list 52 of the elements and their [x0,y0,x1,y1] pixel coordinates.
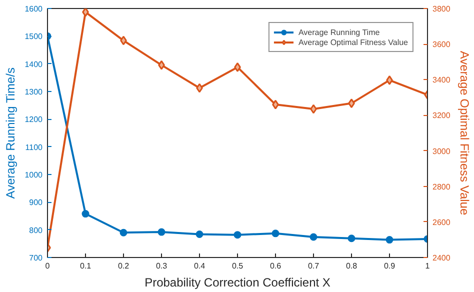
y-tick-label: 1000 [24,170,44,180]
x-tick-label: 0.3 [156,262,168,270]
point [158,60,165,70]
point [310,104,317,114]
legend-label: Average Optimal Fitness Value [298,37,408,47]
x-tick-label: 0.9 [384,262,396,270]
y-tick-label: 900 [29,198,44,208]
x-tick-label: 0.4 [194,262,206,270]
y2-tick-label: 3600 [432,40,451,50]
point [82,210,90,218]
point [196,230,204,238]
y2-axis-title: Average Optimal Fitness Value [457,50,472,216]
y-tick-label: 800 [29,226,44,235]
x-tick-label: 0.7 [308,262,320,270]
y-tick-label: 1200 [24,115,44,124]
x-tick-label: 0.8 [346,262,358,270]
point [82,8,89,17]
x-tick-label: 0.2 [118,262,130,270]
point [158,228,166,236]
point [348,234,356,242]
y2-tick-label: 2600 [432,218,451,227]
point [234,62,241,72]
point [386,236,394,244]
y-tick-label: 1600 [24,4,44,14]
point [272,100,279,110]
y-tick-label: 1300 [24,88,44,96]
y2-tick-label: 3200 [432,111,451,120]
y2-tick-label: 3400 [432,76,451,85]
y-tick-label: 1400 [24,60,44,69]
point [310,233,318,241]
x-tick-label: 0 [45,262,50,270]
y-tick-label: 1100 [25,142,44,152]
point [386,75,393,85]
y2-tick-label: 3800 [432,4,451,14]
y-axis-title: Average Running Time/s [4,68,18,199]
point [120,36,127,46]
x-axis-title: Probability Correction Coefficient X [144,276,330,290]
x-tick-label: 1 [425,262,430,270]
x-tick-label: 0.1 [80,262,92,270]
point [120,228,128,236]
y-tick-label: 1500 [24,32,44,42]
point [348,98,355,108]
point [196,83,203,93]
point [234,231,242,239]
x-tick-label: 0.6 [270,262,282,270]
y2-tick-label: 2400 [432,254,451,262]
point [272,230,280,238]
y-tick-label: 700 [29,254,44,262]
x-tick-label: 0.5 [232,262,244,270]
y2-tick-label: 2800 [432,182,451,192]
legend-label: Average Running Time [298,27,380,37]
y2-tick-label: 3000 [432,146,451,156]
